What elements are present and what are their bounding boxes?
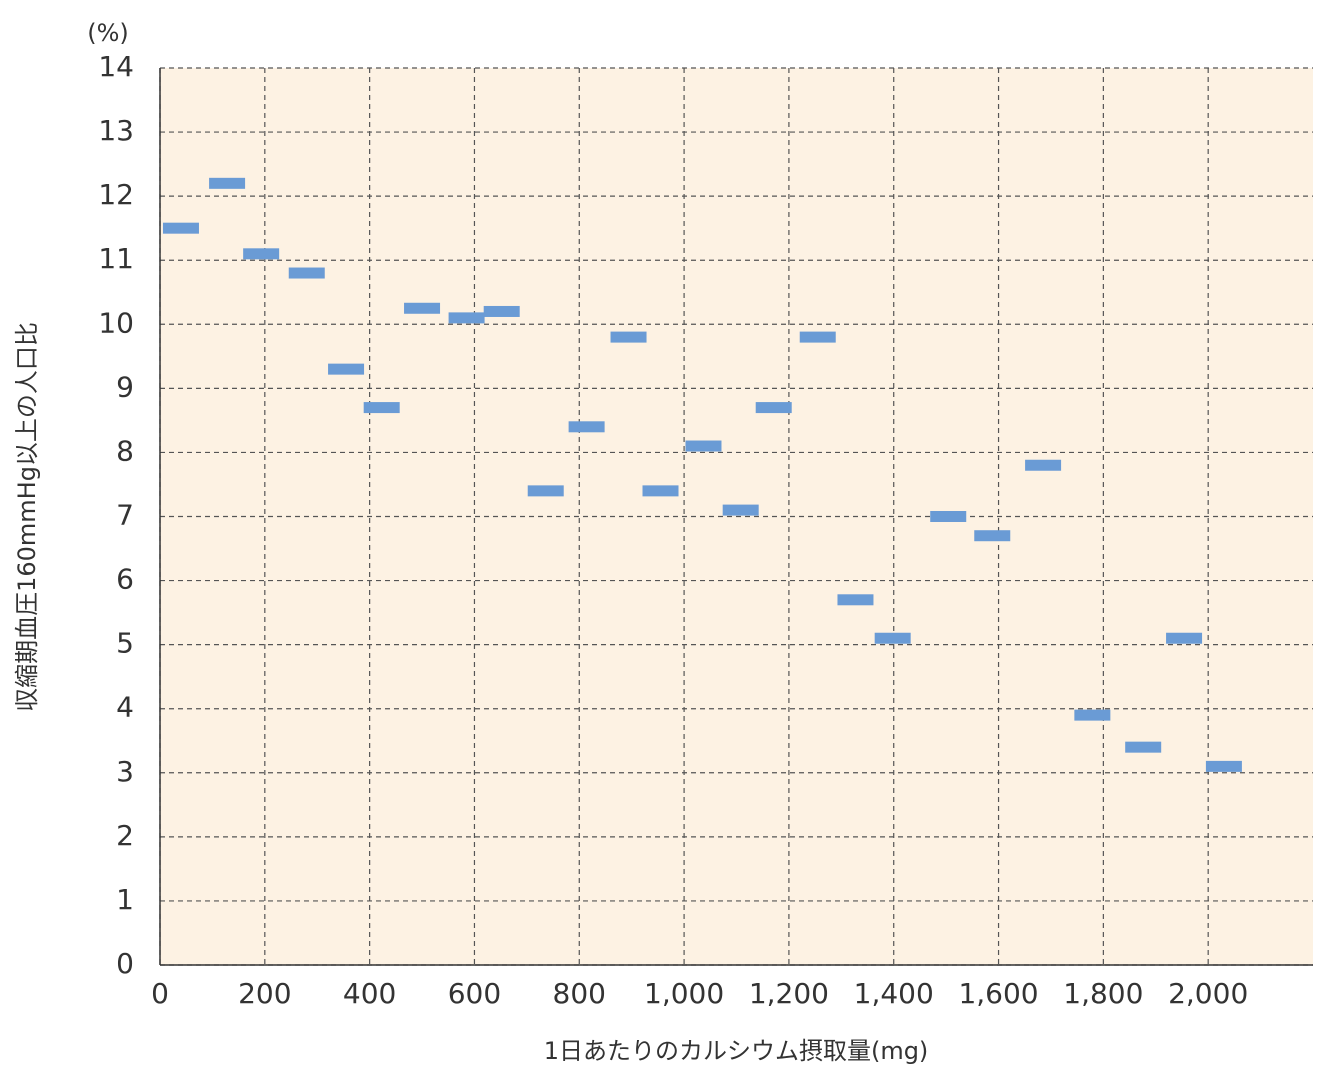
y-tick-label: 14 <box>98 50 134 83</box>
data-point <box>1074 709 1111 721</box>
data-point <box>288 267 325 279</box>
data-point <box>568 421 605 433</box>
y-tick-label: 9 <box>116 370 134 403</box>
x-tick-label: 1,200 <box>749 977 829 1010</box>
data-point <box>328 363 365 375</box>
x-tick-label: 600 <box>448 977 501 1010</box>
y-tick-label: 1 <box>116 883 134 916</box>
data-point <box>642 485 679 497</box>
data-point <box>527 485 564 497</box>
data-point <box>448 312 485 324</box>
x-tick-label: 0 <box>151 977 169 1010</box>
y-tick-label: 3 <box>116 755 134 788</box>
data-point <box>1125 741 1162 753</box>
data-point <box>874 632 911 644</box>
x-tick-label: 200 <box>238 977 291 1010</box>
data-point <box>722 504 759 516</box>
data-point <box>799 331 836 343</box>
x-tick-label: 800 <box>553 977 606 1010</box>
data-point <box>1205 760 1242 772</box>
data-point <box>610 331 647 343</box>
data-point <box>837 594 874 606</box>
y-tick-label: 8 <box>116 434 134 467</box>
y-tick-label: 0 <box>116 947 134 980</box>
x-tick-label: 1,800 <box>1063 977 1143 1010</box>
y-tick-label: 10 <box>98 306 134 339</box>
data-point <box>363 402 400 414</box>
y-tick-label: 13 <box>98 114 134 147</box>
data-point <box>1025 459 1062 471</box>
x-tick-label: 1,000 <box>644 977 724 1010</box>
data-point <box>930 511 967 522</box>
data-point <box>1166 632 1203 644</box>
data-point <box>404 302 441 314</box>
data-point <box>974 530 1011 542</box>
data-point <box>685 440 722 452</box>
y-tick-label: 5 <box>116 627 134 660</box>
data-point <box>243 248 280 260</box>
y-axis-label: 収縮期血圧160mmHg以上の人口比 <box>13 322 41 712</box>
data-point <box>483 305 520 317</box>
x-tick-label: 2,000 <box>1168 977 1248 1010</box>
y-tick-label: 11 <box>98 242 134 275</box>
y-tick-label: 4 <box>116 691 134 724</box>
y-tick-label: 6 <box>116 563 134 596</box>
y-tick-label: 2 <box>116 819 134 852</box>
x-axis-label: 1日あたりのカルシウム摂取量(mg) <box>544 1037 929 1065</box>
y-unit: (%) <box>87 19 129 47</box>
x-tick-label: 1,400 <box>854 977 934 1010</box>
data-point <box>755 402 792 414</box>
y-tick-label: 12 <box>98 178 134 211</box>
y-tick-label: 7 <box>116 499 134 532</box>
data-point <box>162 222 199 234</box>
x-tick-label: 400 <box>343 977 396 1010</box>
data-point <box>209 177 246 189</box>
x-tick-label: 1,600 <box>958 977 1038 1010</box>
